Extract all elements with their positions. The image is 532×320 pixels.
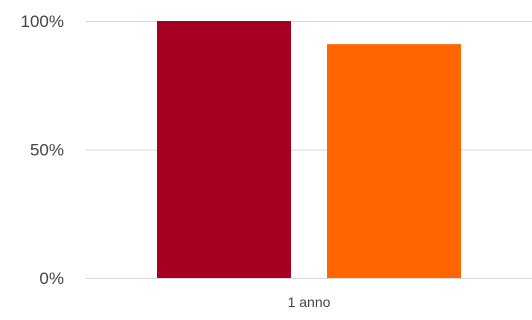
bars: [157, 21, 461, 278]
x-category-label: 1 anno: [288, 294, 331, 310]
gridlines: [86, 21, 532, 279]
y-axis-ticks: 0% 50% 100%: [21, 12, 64, 288]
bar-series-2-0: [327, 44, 461, 278]
bar-series-1-0: [157, 21, 291, 278]
y-tick-label: 0%: [39, 269, 64, 288]
y-tick-label: 50%: [30, 141, 64, 160]
y-tick-label: 100%: [21, 12, 64, 31]
x-axis-categories: 1 anno: [288, 294, 331, 310]
